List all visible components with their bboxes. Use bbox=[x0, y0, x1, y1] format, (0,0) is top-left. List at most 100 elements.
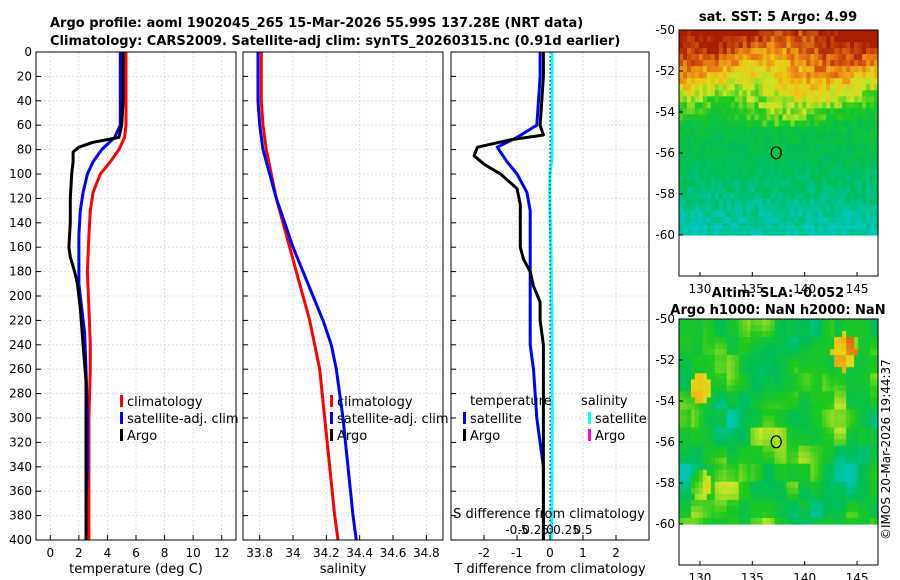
map-cell bbox=[866, 421, 871, 429]
map-cell bbox=[770, 180, 776, 188]
map-cell bbox=[874, 511, 879, 519]
map-cell bbox=[834, 427, 839, 435]
map-cell bbox=[766, 445, 772, 453]
map-cell bbox=[722, 433, 728, 441]
map-cell bbox=[698, 228, 704, 236]
map-cell bbox=[706, 96, 712, 103]
map-cell bbox=[690, 78, 696, 85]
map-cell bbox=[742, 391, 748, 398]
map-cell bbox=[714, 108, 720, 116]
map-cell bbox=[766, 78, 772, 85]
map-cell bbox=[794, 367, 799, 374]
map-cell bbox=[734, 30, 740, 37]
map-cell bbox=[846, 433, 851, 441]
map-cell bbox=[734, 397, 740, 405]
map-cell bbox=[782, 72, 788, 79]
map-cell bbox=[766, 210, 772, 218]
map-cell bbox=[814, 349, 819, 356]
map-cell bbox=[778, 367, 784, 374]
map-cell bbox=[770, 373, 776, 380]
map-cell bbox=[790, 331, 796, 338]
map-cell bbox=[770, 517, 776, 525]
map-cell bbox=[679, 144, 684, 152]
s-tick-label: -0.25 bbox=[518, 523, 549, 537]
map-cell bbox=[866, 216, 871, 224]
map-cell bbox=[762, 48, 768, 55]
map-cell bbox=[838, 108, 843, 116]
map-cell bbox=[698, 361, 704, 368]
map-cell bbox=[734, 409, 740, 417]
map-cell bbox=[746, 499, 752, 507]
map-cell bbox=[858, 433, 863, 441]
map-cell bbox=[750, 144, 756, 152]
map-cell bbox=[706, 505, 712, 513]
map-cell bbox=[694, 367, 700, 374]
map-cell bbox=[798, 391, 803, 398]
map-cell bbox=[794, 409, 799, 417]
map-cell bbox=[734, 403, 740, 411]
map-cell bbox=[814, 60, 819, 67]
map-cell bbox=[746, 150, 752, 158]
map-cell bbox=[742, 150, 748, 158]
map-cell bbox=[710, 42, 716, 49]
map-cell bbox=[842, 391, 847, 398]
map-cell bbox=[770, 174, 776, 182]
map-cell bbox=[762, 349, 768, 356]
map-cell bbox=[726, 210, 732, 218]
map-cell bbox=[690, 511, 696, 519]
map-cell bbox=[770, 469, 776, 477]
map-cell bbox=[698, 30, 704, 37]
map-cell bbox=[738, 222, 744, 230]
map-cell bbox=[686, 361, 692, 368]
map-cell bbox=[686, 60, 692, 67]
map-cell bbox=[830, 511, 835, 519]
map-cell bbox=[718, 463, 724, 471]
map-cell bbox=[822, 42, 827, 49]
map-cell bbox=[862, 78, 867, 85]
map-cell bbox=[782, 162, 788, 170]
map-cell bbox=[710, 192, 716, 200]
map-cell bbox=[762, 144, 768, 152]
map-cell bbox=[738, 210, 744, 218]
map-cell bbox=[679, 150, 684, 158]
map-cell bbox=[698, 150, 704, 158]
map-cell bbox=[714, 54, 720, 61]
map-cell bbox=[774, 162, 780, 170]
map-cell bbox=[818, 48, 823, 55]
map-cell bbox=[698, 114, 704, 122]
map-cell bbox=[826, 427, 831, 435]
map-cell bbox=[778, 228, 784, 236]
map-cell bbox=[798, 331, 803, 338]
map-cell bbox=[698, 192, 704, 200]
map-cell bbox=[714, 367, 720, 374]
map-cell bbox=[714, 355, 720, 362]
map-cell bbox=[838, 90, 843, 97]
map-cell bbox=[838, 168, 843, 176]
map-cell bbox=[762, 222, 768, 230]
map-cell bbox=[746, 54, 752, 61]
map-cell bbox=[722, 180, 728, 188]
map-cell bbox=[874, 355, 879, 362]
map-cell bbox=[806, 475, 811, 483]
map-cell bbox=[750, 60, 756, 67]
map-cell bbox=[702, 210, 708, 218]
map-cell bbox=[706, 493, 712, 501]
x-tick-label: 12 bbox=[214, 546, 229, 560]
map-cell bbox=[798, 463, 803, 471]
map-cell bbox=[698, 475, 704, 483]
map-cell bbox=[798, 445, 803, 453]
map-cell bbox=[706, 517, 712, 525]
series-line-climatology bbox=[259, 52, 340, 541]
y-tick-label: -52 bbox=[655, 353, 675, 367]
map-cell bbox=[726, 373, 732, 380]
map-cell bbox=[842, 144, 847, 152]
map-cell bbox=[854, 427, 859, 435]
map-cell bbox=[686, 463, 692, 471]
map-cell bbox=[690, 168, 696, 176]
map-cell bbox=[818, 373, 823, 380]
map-cell bbox=[762, 433, 768, 441]
map-cell bbox=[698, 319, 704, 326]
map-cell bbox=[742, 42, 748, 49]
map-cell bbox=[806, 367, 811, 374]
map-cell bbox=[846, 505, 851, 513]
